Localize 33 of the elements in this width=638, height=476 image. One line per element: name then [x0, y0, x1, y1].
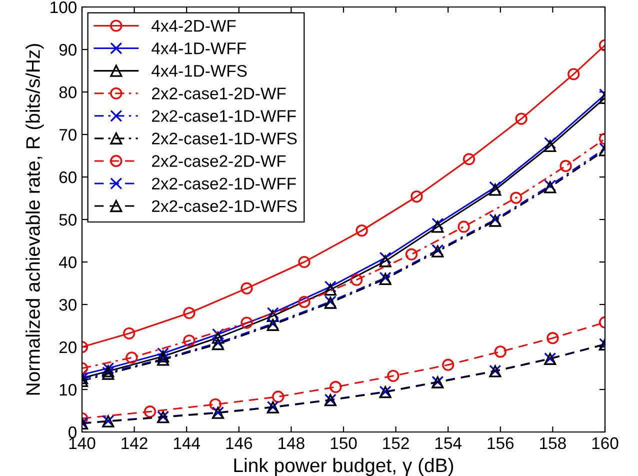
y-tick-label: 40	[58, 256, 76, 268]
y-tick-label: 100	[50, 1, 76, 14]
legend-label: 2x2-case2-1D-WFS	[152, 200, 297, 212]
x-tick-label: 160	[592, 437, 618, 450]
x-tick-label: 146	[226, 437, 252, 450]
y-tick-label: 0	[68, 426, 76, 438]
x-axis-title: Link power budget, γ (dB)	[234, 458, 454, 476]
y-tick-label: 10	[60, 384, 76, 396]
legend-label: 4x4-2D-WF	[152, 20, 236, 32]
y-tick-label: 50	[59, 214, 76, 226]
x-tick-label: 148	[278, 437, 304, 450]
y-tick-label: 70	[59, 128, 76, 141]
y-tick-label: 60	[59, 171, 76, 184]
x-tick-label: 140	[69, 437, 96, 450]
legend-label: 2x2-case1-1D-WFF	[152, 110, 296, 122]
x-tick-label: 144	[174, 437, 200, 449]
x-tick-label: 158	[540, 437, 566, 450]
x-tick-label: 156	[488, 437, 514, 450]
legend-label: 2x2-case2-2D-WF	[152, 155, 286, 167]
x-tick-label: 150	[330, 437, 357, 450]
legend-label: 4x4-1D-WFS	[152, 65, 247, 77]
y-tick-label: 30	[59, 298, 76, 311]
legend-label: 4x4-1D-WFF	[152, 42, 246, 54]
x-tick-label: 142	[122, 437, 148, 449]
x-tick-label: 154	[435, 437, 462, 450]
y-tick-label: 20	[59, 341, 76, 354]
x-tick-label: 152	[383, 437, 409, 450]
legend-label: 2x2-case1-1D-WFS	[152, 132, 297, 144]
y-tick-label: 80	[59, 86, 76, 98]
legend-label: 2x2-case2-1D-WFF	[152, 178, 296, 190]
y-tick-label: 90	[59, 44, 76, 56]
y-axis-title: Normalized achievable rate, R (bits/s/Hz)	[26, 44, 44, 395]
legend-label: 2x2-case1-2D-WF	[152, 88, 286, 100]
